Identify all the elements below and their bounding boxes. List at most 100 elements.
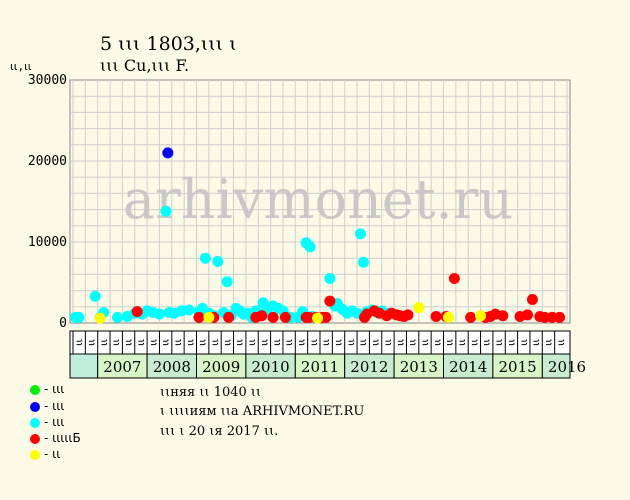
red-point (448, 272, 460, 284)
year-label: 2013 (400, 358, 438, 376)
year-label: 2014 (449, 358, 487, 376)
legend-item-red: - ꙇꙇꙇꙇꙇБ (30, 431, 81, 445)
quarter-label: ꙇꙇ (371, 339, 382, 346)
yellow-point (413, 302, 425, 314)
red-point (256, 310, 268, 322)
year-cell-lead (69, 353, 99, 379)
watermark: arhivmonet.ru (123, 168, 513, 231)
cyan-point (212, 255, 224, 267)
year-label: 2010 (252, 358, 290, 376)
cyan-point (73, 311, 85, 323)
legend-label: - ꙇꙇꙇ (44, 382, 65, 396)
quarter-label: ꙇꙇ (259, 339, 270, 346)
chart-title: 5 ꙇꙇꙇ 1803,ꙇꙇꙇ ꙇ (100, 33, 237, 55)
year-label: 2007 (103, 358, 141, 376)
quarter-label: ꙇꙇ (235, 339, 246, 346)
quarter-label: ꙇꙇ (87, 339, 98, 346)
cyan-point (304, 241, 316, 253)
blue-dot-icon (30, 401, 40, 412)
year-label: 2009 (202, 358, 240, 376)
quarter-label: ꙇꙇ (74, 339, 85, 346)
quarter-label: ꙇꙇ (383, 339, 394, 346)
cyan-point (199, 252, 211, 264)
legend-item-blue: - ꙇꙇꙇ (30, 399, 64, 413)
red-dot-icon (30, 433, 40, 444)
quarter-label: ꙇꙇ (457, 339, 468, 346)
red-point (193, 311, 205, 323)
note-average: ꙇꙇняя ꙇꙇ 1040 ꙇꙇ (160, 385, 262, 400)
red-point (430, 311, 442, 323)
yellow-point (312, 312, 324, 324)
quarter-label: ꙇꙇ (185, 339, 196, 346)
green-dot-icon (30, 384, 40, 395)
legend-label: - ꙇꙇꙇ (44, 399, 65, 413)
quarter-label: ꙇꙇ (124, 339, 135, 346)
quarter-label: ꙇꙇ (296, 339, 307, 346)
year-label: 2012 (350, 358, 388, 376)
quarter-label: ꙇꙇ (309, 339, 320, 346)
yellow-point (94, 312, 106, 324)
y-tick-label: 30000 (28, 73, 67, 88)
red-point (320, 311, 332, 323)
quarter-label: ꙇꙇ (358, 339, 369, 346)
quarter-label: ꙇꙇ (148, 339, 159, 346)
quarter-label: ꙇꙇ (482, 339, 493, 346)
cyan-dot-icon (30, 417, 40, 428)
red-point (267, 311, 279, 323)
year-label: 2011 (301, 358, 339, 376)
year-cell (196, 353, 247, 379)
year-cell (393, 353, 445, 379)
year-label: 2015 (499, 358, 537, 376)
quarter-label: ꙇꙇ (284, 339, 295, 346)
quarter-label: ꙇꙇ (506, 339, 517, 346)
quarter-label: ꙇꙇ (272, 339, 283, 346)
quarter-label: ꙇꙇ (408, 339, 419, 346)
year-cell (97, 353, 148, 379)
note-date: ꙇꙇꙇ ꙇ 20 ꙇя 2017 ꙇꙇ. (160, 424, 279, 439)
x-axis: ꙇꙇ ꙇꙇ ꙇꙇ ꙇꙇ ꙇꙇ ꙇꙇ ꙇꙇ ꙇꙇ ꙇꙇ ꙇꙇ ꙇꙇ ꙇꙇ ꙇꙇ ꙇꙇ ꙇꙇ ꙇꙇ ꙇꙇ ꙇꙇ ꙇꙇ ꙇꙇ… (69, 330, 586, 379)
data-points (69, 147, 566, 324)
cyan-point (324, 272, 336, 284)
year-cell (245, 353, 296, 379)
cyan-point (111, 311, 123, 323)
red-point (554, 311, 566, 323)
red-point (279, 311, 291, 323)
legend-label: - ꙇꙇ (44, 447, 61, 461)
cyan-point (183, 304, 195, 316)
cyan-point (89, 290, 101, 302)
legend-label: - ꙇꙇꙇꙇꙇБ (44, 431, 81, 445)
quarter-label: ꙇꙇ (247, 339, 258, 346)
red-point (465, 311, 477, 323)
year-cell (146, 353, 198, 379)
red-point (497, 310, 509, 322)
legend-label: - ꙇꙇꙇ (44, 415, 65, 429)
quarter-label: ꙇꙇ (334, 339, 345, 346)
quarter-label: ꙇꙇ (469, 339, 480, 346)
quarter-label: ꙇꙇ (99, 339, 110, 346)
y-axis-unit: ꙇꙇ,ꙇꙇ (10, 60, 32, 73)
cyan-point (221, 276, 233, 288)
quarter-label: ꙇꙇ (222, 339, 233, 346)
year-cell (294, 353, 346, 379)
quarter-label: ꙇꙇ (420, 339, 431, 346)
red-point (402, 309, 414, 321)
yellow-point (475, 310, 487, 322)
chart-grid (69, 79, 571, 324)
y-tick-label: 0 (59, 316, 67, 331)
legend-item-green: - ꙇꙇꙇ (30, 382, 64, 396)
y-tick-labels: 0 10000 20000 30000 (28, 73, 67, 331)
yellow-dot-icon (30, 449, 40, 460)
y-tick-label: 20000 (28, 154, 67, 169)
yellow-point (203, 311, 215, 323)
y-tick-label: 10000 (28, 235, 67, 250)
yellow-point (442, 311, 454, 323)
quarter-label: ꙇꙇ (346, 339, 357, 346)
quarter-label: ꙇꙇ (161, 339, 172, 346)
quarter-label: ꙇꙇ (519, 339, 530, 346)
year-cell (492, 353, 543, 379)
quarter-label: ꙇꙇ (543, 339, 554, 346)
quarter-label: ꙇꙇ (395, 339, 406, 346)
quarter-label: ꙇꙇ (198, 339, 209, 346)
quarter-label: ꙇꙇ (445, 339, 456, 346)
